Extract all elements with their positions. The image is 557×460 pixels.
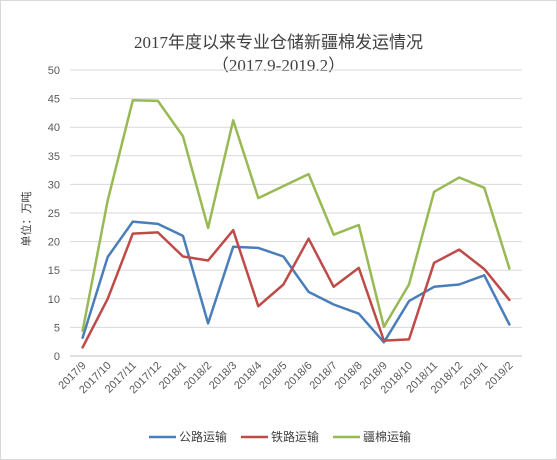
data-point	[307, 238, 309, 240]
data-point	[282, 255, 284, 257]
data-point	[307, 291, 309, 293]
data-point	[182, 235, 184, 237]
data-point	[106, 199, 108, 201]
data-point	[483, 274, 485, 276]
data-point	[106, 298, 108, 300]
data-point	[257, 247, 259, 249]
x-tick-label: 2019/2	[483, 360, 515, 392]
data-point	[207, 227, 209, 229]
data-point	[257, 197, 259, 199]
data-point	[232, 229, 234, 231]
series-line-3	[81, 99, 511, 333]
data-point	[157, 223, 159, 225]
data-point	[332, 234, 334, 236]
y-tick-label: 50	[48, 65, 60, 77]
data-point	[81, 336, 83, 338]
data-point	[307, 173, 309, 175]
data-point	[508, 323, 510, 325]
data-point	[182, 255, 184, 257]
data-point	[458, 248, 460, 250]
data-point	[132, 232, 134, 234]
data-point	[358, 224, 360, 226]
data-point	[282, 283, 284, 285]
data-point	[408, 300, 410, 302]
y-tick-label: 0	[54, 351, 60, 363]
data-point	[232, 246, 234, 248]
data-point	[483, 268, 485, 270]
data-point	[433, 262, 435, 264]
y-tick-label: 40	[48, 122, 60, 134]
data-point	[106, 256, 108, 258]
y-tick-label: 10	[48, 294, 60, 306]
data-point	[408, 338, 410, 340]
data-point	[458, 283, 460, 285]
y-axis-label: 单位：万吨	[19, 192, 33, 247]
data-point	[508, 267, 510, 269]
data-point	[433, 286, 435, 288]
legend-label: 疆棉运输	[363, 429, 411, 444]
y-tick-label: 35	[48, 151, 60, 163]
data-point	[433, 191, 435, 193]
data-point	[332, 303, 334, 305]
legend-label: 公路运输	[179, 429, 227, 444]
y-tick-label: 20	[48, 237, 60, 249]
y-tick-label: 30	[48, 179, 60, 191]
y-tick-label: 5	[54, 322, 60, 334]
data-point	[81, 330, 83, 332]
data-point	[132, 99, 134, 101]
data-point	[383, 339, 385, 341]
data-point	[358, 312, 360, 314]
data-point	[207, 322, 209, 324]
y-tick-label: 15	[48, 265, 60, 277]
data-point	[508, 299, 510, 301]
data-point	[358, 267, 360, 269]
data-point	[282, 185, 284, 187]
data-point	[257, 305, 259, 307]
data-point	[81, 346, 83, 348]
y-tick-label: 45	[48, 94, 60, 106]
series-line-2	[81, 228, 511, 349]
data-point	[157, 231, 159, 233]
data-point	[132, 220, 134, 222]
data-point	[383, 326, 385, 328]
data-point	[232, 119, 234, 121]
data-point	[332, 286, 334, 288]
data-point	[483, 187, 485, 189]
y-tick-label: 25	[48, 208, 60, 220]
data-point	[458, 176, 460, 178]
series-line-1	[81, 220, 511, 344]
data-point	[207, 259, 209, 261]
data-point	[408, 283, 410, 285]
data-point	[157, 100, 159, 102]
data-point	[182, 135, 184, 137]
legend-label: 铁路运输	[271, 429, 319, 444]
chart-title: 2017年度以来专业仓储新疆棉发运情况	[134, 33, 423, 52]
